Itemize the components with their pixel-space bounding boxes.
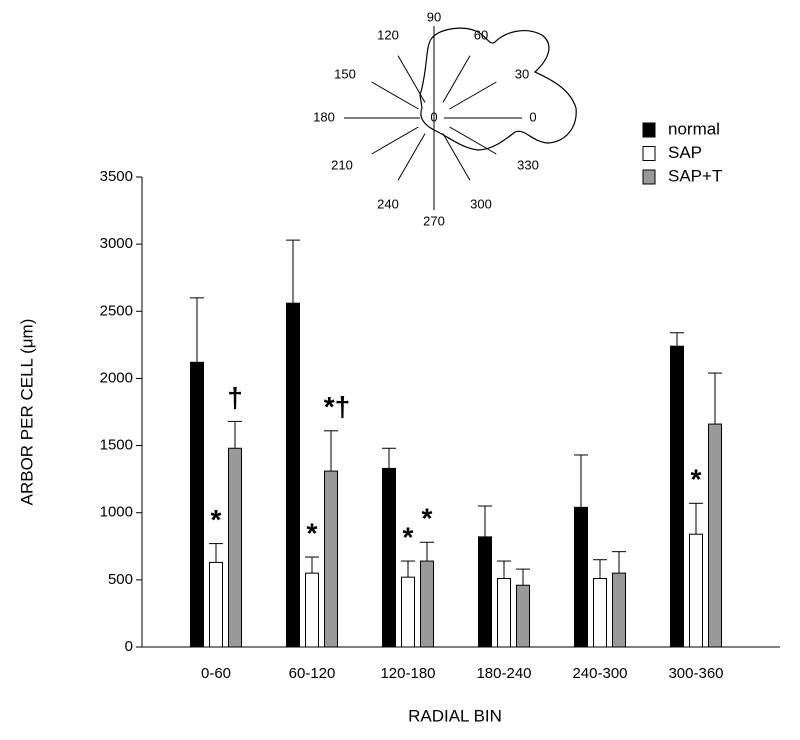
bar	[478, 536, 492, 648]
legend-label: normal	[668, 119, 720, 138]
angle-label: 0	[529, 109, 536, 124]
bar	[305, 572, 319, 648]
significance-mark: *	[211, 504, 222, 535]
radial-line	[371, 126, 419, 155]
bar	[382, 467, 396, 648]
bar	[324, 470, 338, 648]
radial-line	[442, 133, 471, 181]
bar	[574, 506, 588, 648]
angle-label: 330	[517, 157, 539, 172]
x-tick-label: 0-60	[201, 665, 231, 682]
legend-swatch	[642, 146, 656, 161]
bar	[612, 572, 626, 648]
angle-label: 300	[470, 196, 492, 211]
bar	[420, 560, 434, 648]
angle-label: 270	[423, 213, 445, 228]
bar	[190, 361, 204, 648]
significance-mark: *	[403, 521, 414, 552]
bar	[209, 561, 223, 648]
bar	[497, 578, 511, 648]
bar	[593, 578, 607, 648]
angle-label: 120	[377, 27, 399, 42]
radial-line	[442, 55, 471, 103]
angle-label: 180	[313, 109, 335, 124]
angle-label: 60	[474, 27, 488, 42]
significance-mark: *†	[324, 391, 350, 422]
x-axis-title: RADIAL BIN	[408, 706, 502, 725]
angle-label: 150	[334, 66, 356, 81]
cell-outline	[419, 27, 577, 151]
significance-mark: *	[422, 503, 433, 534]
legend-label: SAP	[668, 143, 702, 162]
bar	[228, 447, 242, 648]
bar	[708, 423, 722, 648]
y-tick-label: 2000	[100, 369, 133, 386]
bar	[689, 533, 703, 648]
radial-line	[371, 81, 419, 110]
y-tick-label: 500	[108, 571, 133, 588]
angle-label: 30	[515, 66, 529, 81]
y-tick-label: 3500	[100, 168, 133, 185]
angle-label: 210	[331, 157, 353, 172]
significance-mark: *	[691, 464, 702, 495]
radial-line	[449, 126, 497, 155]
bar	[286, 302, 300, 648]
y-tick-label: 1500	[100, 437, 133, 454]
legend-swatch	[642, 169, 656, 185]
y-tick-label: 2500	[100, 302, 133, 319]
x-tick-label: 300-360	[668, 665, 723, 682]
x-tick-label: 60-120	[289, 665, 336, 682]
significance-mark: *	[307, 517, 318, 548]
legend-swatch	[642, 122, 656, 138]
x-tick-label: 240-300	[572, 665, 627, 682]
legend-label: SAP+T	[668, 166, 722, 185]
angle-label: 90	[427, 9, 441, 24]
x-tick-label: 180-240	[476, 665, 531, 682]
y-axis-title: ARBOR PER CELL (μm)	[17, 319, 36, 506]
radial-line	[449, 81, 497, 110]
radial-line	[397, 55, 426, 103]
y-tick-label: 1000	[100, 504, 133, 521]
bar	[401, 576, 415, 648]
significance-mark: †	[227, 382, 243, 413]
x-tick-label: 120-180	[380, 665, 435, 682]
angle-label: 240	[377, 196, 399, 211]
bar	[516, 584, 530, 648]
y-tick-label: 3000	[100, 235, 133, 252]
inset-diagram: 90 60 120 30 150 180 0 0 210 330 240 300…	[313, 9, 577, 228]
bar	[670, 345, 684, 648]
radial-line	[397, 133, 426, 181]
y-tick-label: 0	[125, 638, 133, 655]
